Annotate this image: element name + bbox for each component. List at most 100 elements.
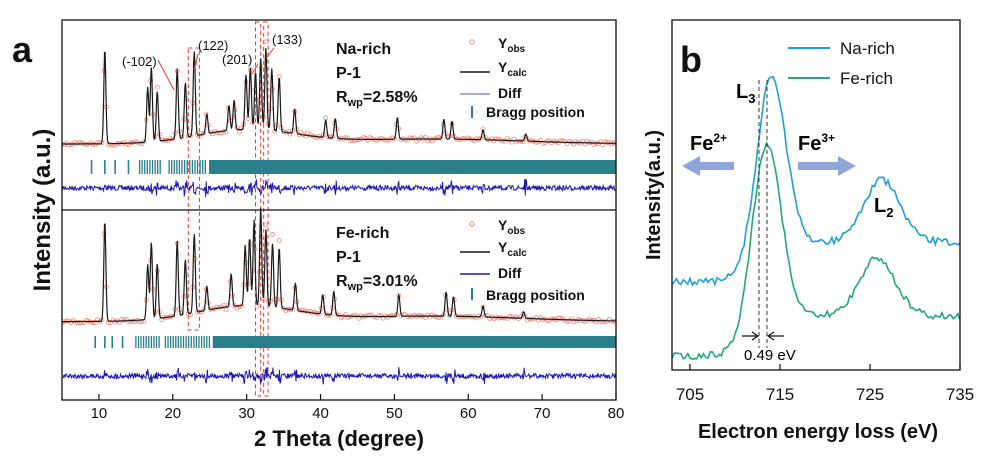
- b-xtick-label: 715: [766, 385, 794, 404]
- b-xtick-label: 725: [856, 385, 884, 404]
- yobs-point: [573, 139, 579, 145]
- edge-label-l2: L2: [874, 195, 893, 220]
- yobs-point: [318, 135, 324, 141]
- fe2-arrow: [682, 156, 734, 176]
- yobs-point: [520, 139, 526, 145]
- a-xtick-label: 30: [238, 405, 255, 422]
- legend-yobs-marker-2: [469, 221, 475, 227]
- panel-a-na-rich-pattern: [62, 39, 616, 197]
- yobs-point: [369, 136, 375, 142]
- spectrum-fe-rich: [672, 141, 960, 361]
- yobs-point: [303, 133, 309, 139]
- yobs-point: [126, 318, 131, 324]
- a-xtick-label: 10: [91, 405, 108, 422]
- yobs-point: [201, 130, 207, 136]
- peak-pointer-minus102: [157, 59, 175, 91]
- legend-fe-rich: Fe-rich: [840, 69, 893, 88]
- yobs-point: [602, 319, 608, 325]
- yobs-point: [137, 141, 143, 147]
- shift-arrow-right: [766, 331, 784, 341]
- legend-na-rich: Na-rich: [840, 39, 895, 58]
- upper-sample-name: Na-rich: [336, 41, 391, 58]
- yobs-point: [376, 312, 382, 318]
- yobs-point: [84, 142, 89, 148]
- yobs-point: [438, 135, 444, 141]
- yobs-point: [513, 139, 519, 145]
- panel-a-xlabel: 2 Theta (degree): [254, 426, 424, 451]
- panel-a-fe-rich-pattern: [62, 207, 616, 385]
- yobs-point: [77, 320, 83, 325]
- panel-b-frame: [671, 19, 961, 371]
- peak-pointer-201: [251, 63, 259, 75]
- yobs-point: [281, 129, 287, 135]
- panel-a-ylabel: Intensity (a.u.): [29, 129, 56, 292]
- yobs-point: [323, 115, 329, 121]
- b-xtick-label: 735: [946, 385, 974, 404]
- b-xtick-label: 705: [676, 385, 704, 404]
- a-xtick-label: 80: [608, 405, 625, 422]
- yobs-point: [562, 318, 568, 324]
- diff-line: [62, 366, 616, 385]
- panel-b-ylabel: Intensity(a.u.): [643, 130, 665, 260]
- panel-a-upper-legend: Yobs Ycalc Diff Bragg position: [460, 35, 585, 120]
- yobs-point: [544, 138, 550, 144]
- yobs-point: [411, 135, 417, 141]
- yobs-point: [296, 307, 302, 313]
- yobs-point: [538, 137, 544, 143]
- a-xtick-label: 70: [534, 405, 551, 422]
- yobs-point: [263, 222, 269, 228]
- upper-space-group: P-1: [336, 65, 361, 82]
- yobs-point: [270, 231, 275, 237]
- yobs-point: [123, 141, 129, 147]
- yobs-point: [409, 135, 415, 141]
- yobs-point: [170, 313, 176, 319]
- peak-label-minus102: (-102): [122, 54, 157, 69]
- legend-ycalc-2: Ycalc: [498, 239, 527, 259]
- shift-value-label: 0.49 eV: [744, 347, 796, 364]
- yobs-point: [447, 313, 453, 319]
- yobs-point: [79, 140, 85, 146]
- yobs-point: [263, 39, 269, 45]
- a-xtick-label: 60: [460, 405, 477, 422]
- a-xtick-label: 50: [386, 405, 403, 422]
- lower-sample-name: Fe-rich: [336, 225, 389, 242]
- panel-b-xticks: 705 715 725 735: [676, 364, 974, 404]
- yobs-point: [389, 313, 395, 318]
- panel-a-upper-info: Na-rich P-1 Rwp=2.58%: [336, 41, 418, 109]
- yobs-point: [214, 304, 220, 310]
- yobs-point: [403, 137, 408, 143]
- peak-label-133: (133): [272, 32, 302, 47]
- yobs-point: [84, 317, 89, 323]
- yobs-point: [496, 136, 502, 142]
- yobs-point: [365, 312, 371, 318]
- yobs-point: [216, 130, 222, 136]
- legend-yobs-marker: [469, 39, 475, 45]
- panel-a-lower-info: Fe-rich P-1 Rwp=3.01%: [336, 225, 418, 293]
- yobs-point: [434, 314, 439, 320]
- lower-rwp: Rwp=3.01%: [336, 273, 418, 293]
- yobs-point: [598, 319, 603, 325]
- yobs-point: [456, 314, 462, 320]
- yobs-point: [301, 308, 306, 314]
- yobs-point: [75, 320, 80, 326]
- diff-line: [62, 178, 616, 197]
- yobs-point: [411, 312, 417, 318]
- panel-b-legend: Na-rich Fe-rich: [788, 39, 895, 88]
- fe3-label: Fe3+: [798, 131, 835, 155]
- yobs-point: [132, 139, 138, 145]
- yobs-point: [77, 140, 83, 146]
- yobs-point: [223, 307, 229, 313]
- yobs-point: [66, 142, 71, 148]
- yobs-point: [92, 320, 98, 325]
- yobs-point: [385, 137, 391, 143]
- peak-label-201: (201): [222, 52, 252, 67]
- yobs-point: [378, 136, 384, 141]
- yobs-point: [434, 135, 439, 141]
- yobs-point: [287, 131, 293, 137]
- yobs-point: [551, 138, 557, 144]
- legend-bragg: Bragg position: [486, 104, 585, 120]
- yobs-point: [460, 135, 466, 141]
- panel-b-xlabel: Electron energy loss (eV): [698, 421, 938, 443]
- legend-yobs-2: Yobs: [498, 217, 526, 237]
